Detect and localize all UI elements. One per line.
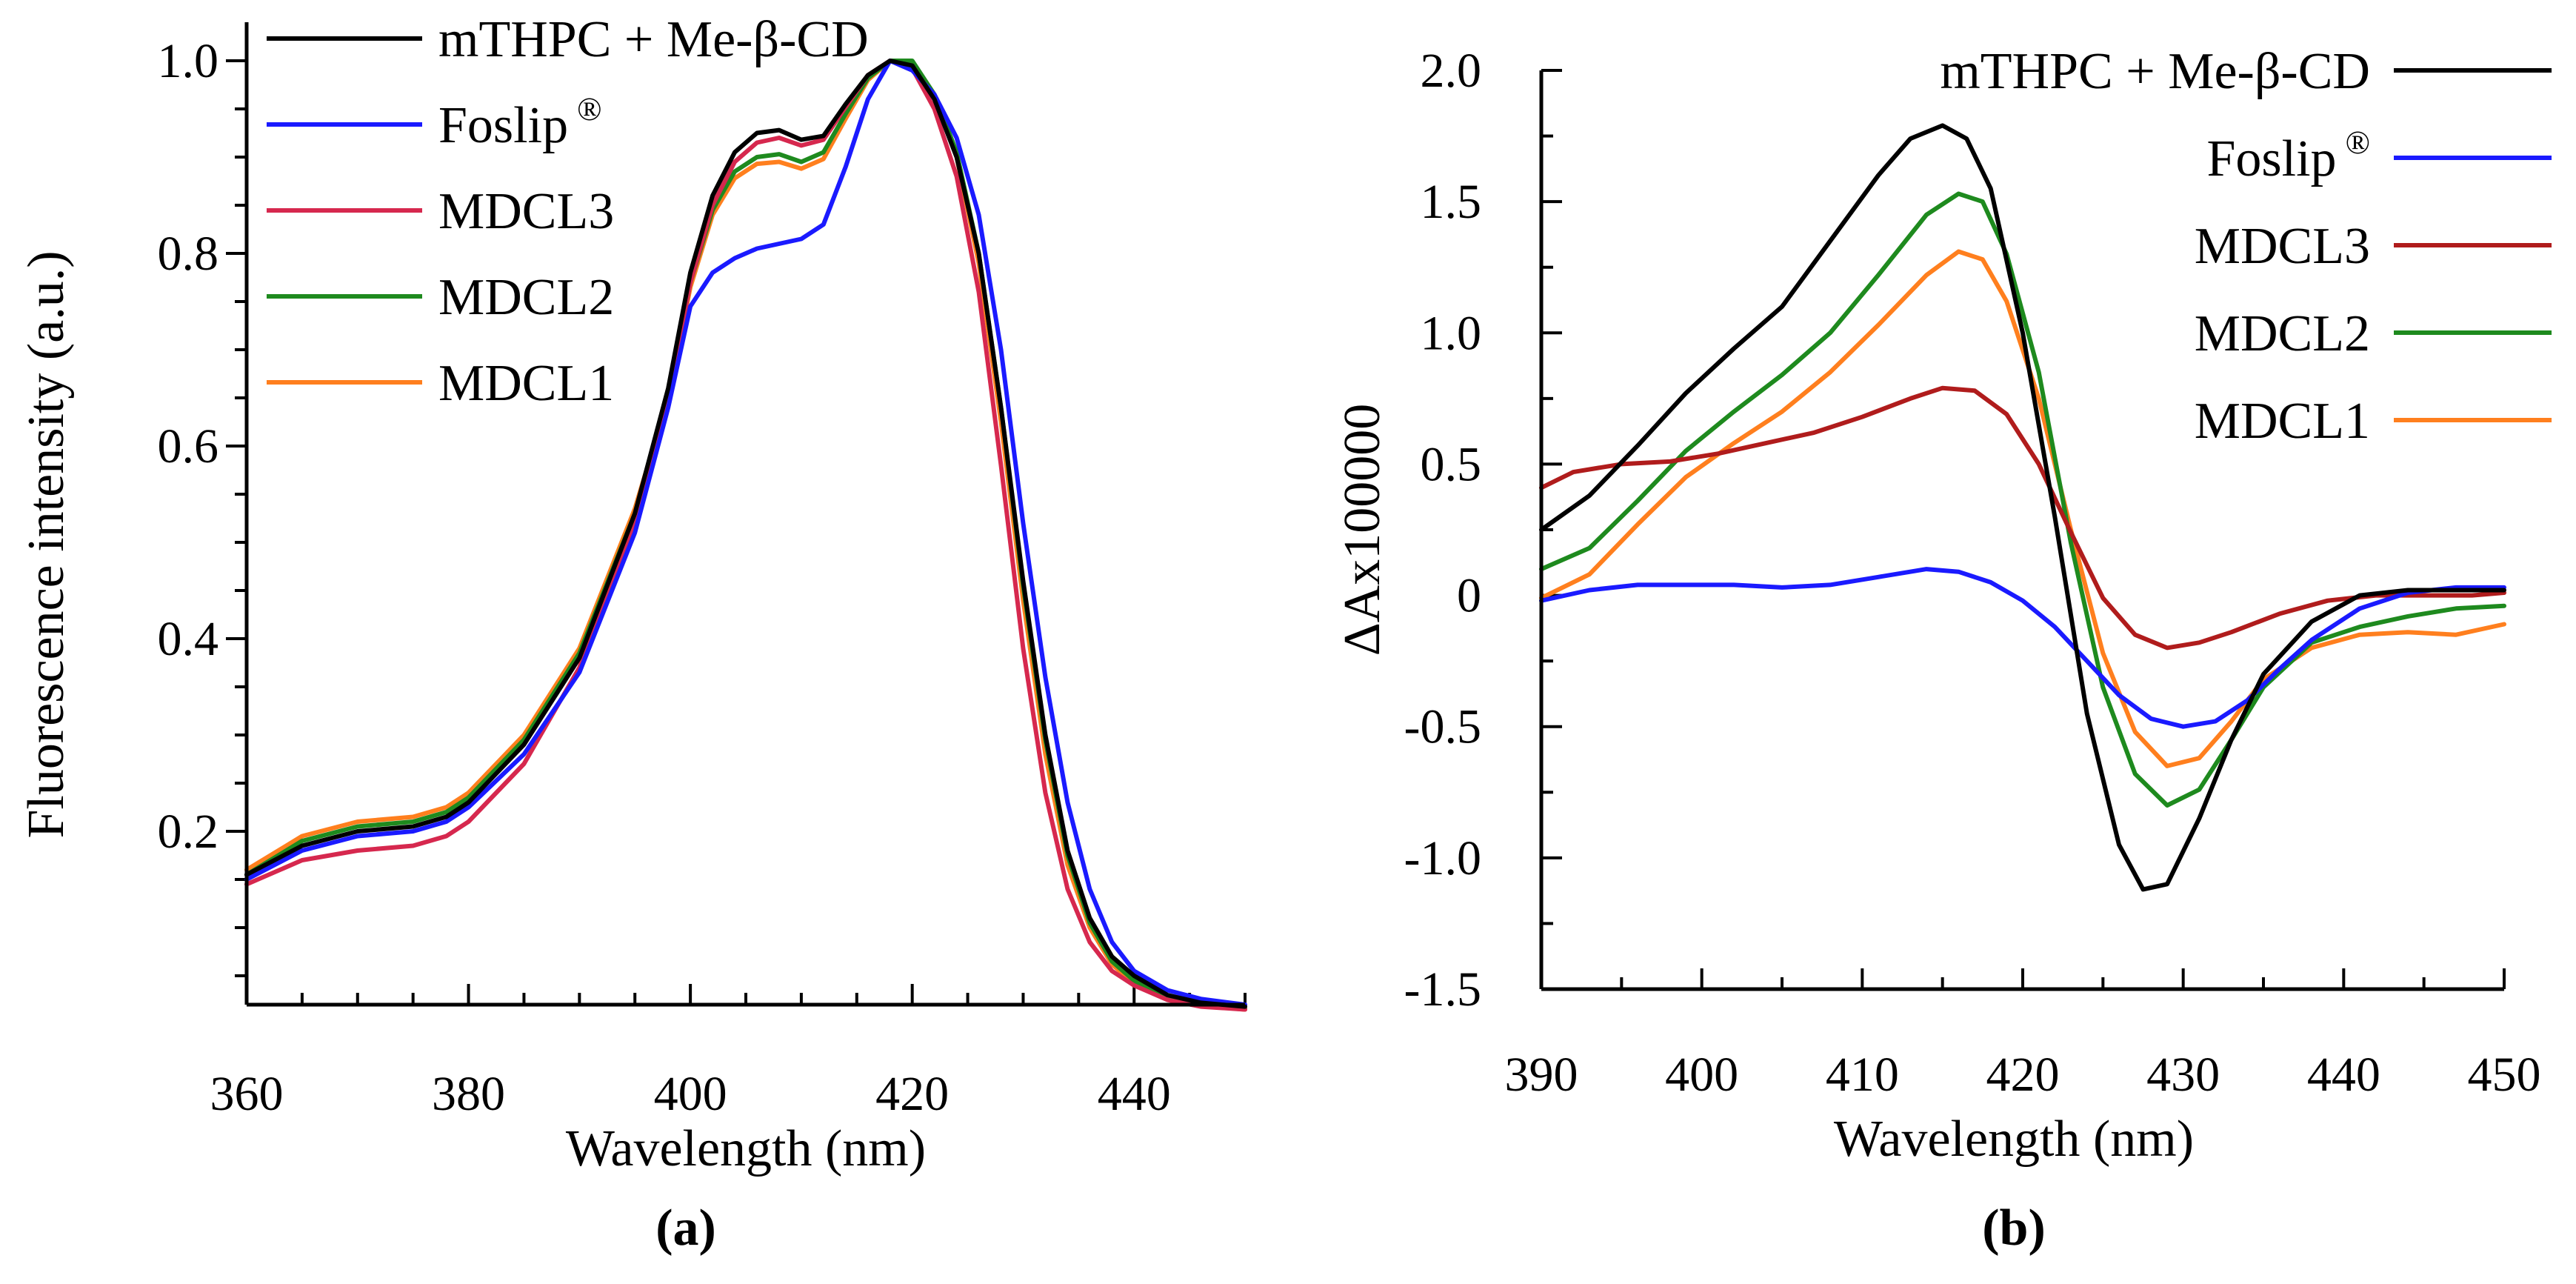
panel-b-series-mdcl3 — [1539, 385, 2506, 651]
panel-b-x-tick-label: 430 — [2146, 1048, 2220, 1102]
panel-a-series-mdcl2 — [244, 59, 1247, 1011]
panel-a-x-tick-label: 400 — [654, 1067, 727, 1121]
panel-b-series-group — [1539, 123, 2506, 892]
panel-a-legend-label-mthpc-me-cd: mTHPC + Me-β-CD — [438, 11, 869, 68]
panel-b-y-tick-label: -1.0 — [1404, 831, 1481, 885]
panel-a-y-tick-label: 0.2 — [158, 805, 219, 859]
panel-b-ticks — [1540, 69, 2506, 991]
panel-a-legend-label-mdcl1: MDCL1 — [438, 355, 614, 412]
panel-b-tick-labels: 390 400 410 420 430 440 450 -1.5 -1.0 -0.5 0 0.5 1.0… — [1404, 44, 2541, 1102]
panel-a-series-mdcl3 — [244, 59, 1247, 1012]
panel-b-y-tick-label: -1.5 — [1404, 962, 1481, 1017]
panel-b-legend-label-mdcl2: MDCL2 — [2195, 305, 2370, 362]
panel-b-y-tick-label: -0.5 — [1404, 700, 1481, 754]
panel-b-y-tick-label: 1.5 — [1421, 175, 1482, 229]
panel-a-fluorescence-chart: 360 380 400 420 440 0.2 0.4 0.6 0.8 1.0 mTHPC + M… — [18, 11, 1247, 1257]
panel-b-legend-label-mdcl1: MDCL1 — [2195, 393, 2370, 450]
panel-a-series-mthpc-me-cd — [244, 59, 1247, 1009]
panel-a-legend: mTHPC + Me-β-CD Foslip ® MDCL3 MDCL2 MDCL1 — [267, 11, 869, 412]
panel-b-x-axis-label: Wavelength (nm) — [1834, 1111, 2194, 1168]
panel-a-series-group — [244, 59, 1247, 1012]
panel-a-x-tick-label: 380 — [432, 1067, 505, 1121]
panel-b-y-tick-label: 1.0 — [1421, 306, 1482, 360]
panel-a-legend-label-mdcl2: MDCL2 — [438, 269, 614, 326]
panel-a-x-tick-label: 420 — [875, 1067, 949, 1121]
panel-a-y-tick-label: 0.8 — [158, 227, 219, 281]
panel-a-x-tick-label: 360 — [210, 1067, 284, 1121]
panel-b-x-tick-label: 390 — [1505, 1048, 1578, 1102]
panel-b-y-axis-label: ΔAx100000 — [1334, 404, 1391, 656]
panel-a-label: (a) — [655, 1200, 716, 1257]
panel-b-y-tick-label: 0.5 — [1421, 437, 1482, 491]
panel-a-x-axis-label: Wavelength (nm) — [566, 1120, 926, 1177]
panel-b-x-tick-label: 450 — [2468, 1048, 2541, 1102]
panel-b-x-tick-label: 410 — [1826, 1048, 1899, 1102]
panel-a-legend-label-mdcl3: MDCL3 — [438, 183, 614, 240]
panel-a-y-axis-label: Fluorescence intensity (a.u.) — [18, 250, 75, 838]
panel-a-legend-label-foslip: Foslip ® — [438, 91, 602, 154]
panel-a-ticks — [226, 59, 1247, 1005]
panel-b-label: (b) — [1982, 1200, 2046, 1257]
panel-b-series-foslip — [1539, 567, 2506, 729]
panel-a-y-tick-label: 0.4 — [158, 612, 219, 666]
panel-b-y-tick-label: 2.0 — [1421, 44, 1482, 98]
panel-a-series-mdcl1 — [244, 59, 1247, 1012]
panel-b-legend-label-foslip: Foslip ® — [2206, 124, 2370, 187]
panel-b-legend-label-mdcl3: MDCL3 — [2195, 218, 2370, 275]
panel-a-tick-labels: 360 380 400 420 440 0.2 0.4 0.6 0.8 1.0 — [158, 34, 1171, 1121]
panel-a-x-tick-label: 440 — [1098, 1067, 1171, 1121]
panel-a-series-foslip — [244, 59, 1247, 1007]
panel-b-legend: mTHPC + Me-β-CD Foslip ® MDCL3 MDCL2 MDCL1 — [1940, 43, 2552, 450]
panel-b-y-tick-label: 0 — [1457, 569, 1481, 623]
panel-a-y-tick-label: 0.6 — [158, 419, 219, 473]
panel-b-x-tick-label: 440 — [2307, 1048, 2380, 1102]
panel-b-series-mdcl1 — [1539, 249, 2506, 768]
panel-a-y-tick-label: 1.0 — [158, 34, 219, 88]
panel-b-x-tick-label: 400 — [1665, 1048, 1738, 1102]
panel-b-delta-absorbance-chart: 390 400 410 420 430 440 450 -1.5 -1.0 -0.5 0 0.5 1.0… — [1334, 43, 2552, 1257]
panel-b-legend-label-mthpc-me-cd: mTHPC + Me-β-CD — [1940, 43, 2370, 100]
panel-b-x-tick-label: 420 — [1986, 1048, 2060, 1102]
panel-b-series-mthpc-me-cd — [1539, 123, 2506, 892]
panel-b-series-mdcl2 — [1539, 191, 2506, 808]
